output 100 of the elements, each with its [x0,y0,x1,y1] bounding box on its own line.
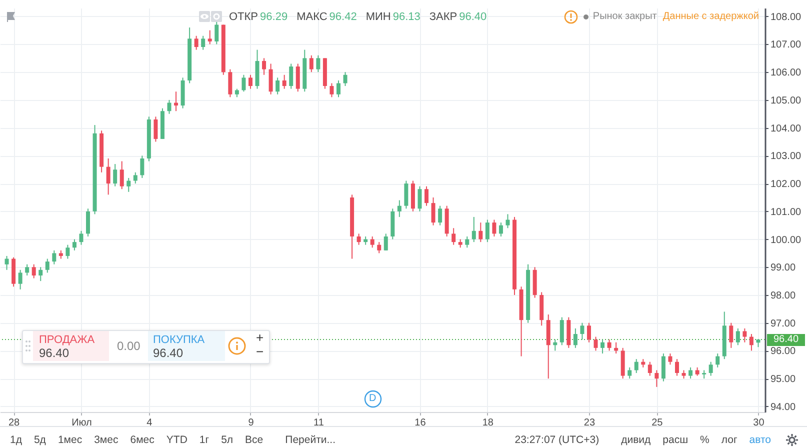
candlestick [214,21,219,45]
y-tick-label: 98.00 [770,290,796,302]
candlestick [472,216,476,243]
candlestick [424,186,429,206]
x-tick-label: 9 [248,418,254,428]
annotation: 96.40 [153,346,184,360]
y-tick-label: 105.00 [770,95,802,106]
annotation: 96.42 [329,10,357,24]
candlestick [560,316,564,346]
candlestick [32,264,36,279]
annotation: + [256,330,264,345]
text: авто [749,433,771,447]
candlestick [133,172,138,184]
candlestick [418,186,422,212]
candlestick [120,160,124,190]
y-tick-label: 108.00 [770,12,802,23]
candlestick [79,230,84,246]
y-tick-label: 94.00 [770,402,796,413]
candlestick [336,80,340,98]
x-tick-label: 23 [584,418,596,428]
candlestick [174,91,178,112]
candlestick [648,361,652,376]
x-tick-label: 18 [482,418,494,428]
candlestick [607,339,612,352]
candlestick [465,236,470,248]
candlestick [573,328,578,348]
candlestick [492,219,496,237]
x-tick-label: 16 [414,418,426,428]
ref-line-label: 96.40 [767,334,805,346]
candlestick [404,180,408,210]
candlestick [106,158,110,196]
y-tick-label: 95.00 [770,374,796,386]
candlestick [248,74,252,90]
candlestick [4,255,9,270]
x-tick-label: 11 [313,418,324,428]
y-tick-label: 101.00 [770,206,802,218]
candlestick [18,269,22,290]
candlestick [25,264,30,276]
candlestick [661,352,666,382]
candlestick [154,116,158,142]
text: 5д [34,433,46,447]
x-tick-label: 4 [146,418,153,428]
annotation: 96.29 [260,10,288,24]
annotation: 96.40 [459,10,487,24]
candlestick [201,35,206,50]
candlestick [485,219,490,243]
annotation: 96.13 [392,10,420,24]
text: 5л [221,433,234,447]
y-tick-label: 96.00 [770,346,796,358]
annotation: − [256,344,264,359]
candlestick [370,236,374,248]
candlestick [262,58,266,76]
candlestick [654,370,659,388]
annotation: 0.00 [117,339,140,353]
annotation: ЗАКР [429,10,458,24]
candlestick [478,222,483,243]
text: % [700,433,710,447]
y-tick-label: 99.00 [770,262,796,274]
annotation: D [369,392,376,406]
text: 23:27:07 (UTC+3) [514,433,600,447]
annotation: МИН [366,10,391,24]
annotation: МАКС [296,10,328,24]
candlestick [674,358,679,376]
candlestick [634,358,638,374]
candlestick [276,77,280,95]
candlestick [506,214,510,229]
candlestick [438,205,442,226]
candlestick [289,63,294,90]
y-tick-label: 102.00 [770,179,802,190]
candlestick [72,238,76,251]
candlestick [356,233,361,246]
candlestick [113,164,118,187]
y-tick-label: 104.00 [770,123,802,134]
x-tick-label: 25 [652,418,664,428]
candlestick [431,196,436,226]
candlestick [397,200,402,218]
y-tick-label: 97.00 [770,318,796,330]
candlestick [52,250,56,265]
candlestick [296,63,300,92]
candlestick [45,258,50,274]
candlestick [729,322,734,348]
text: Перейти... [285,433,336,447]
x-tick-label: 30 [753,418,765,428]
text: 3мес [94,433,118,447]
candlestick [708,361,713,376]
candlestick [309,54,314,73]
candlestick [452,228,456,246]
candlestick [330,82,334,98]
candlestick [194,35,198,50]
text: YTD [166,433,188,447]
text: 1г [199,433,210,447]
annotation: ПОКУПКА [153,333,205,347]
text: 1д [10,433,22,447]
annotation: Данные с задержкой [662,10,759,24]
candlestick [594,336,598,352]
text: лог [721,433,738,447]
candlestick [208,30,212,45]
candlestick [377,242,382,254]
y-tick-label: 107.00 [770,40,802,51]
annotation: Рынок закрыт [592,10,657,24]
